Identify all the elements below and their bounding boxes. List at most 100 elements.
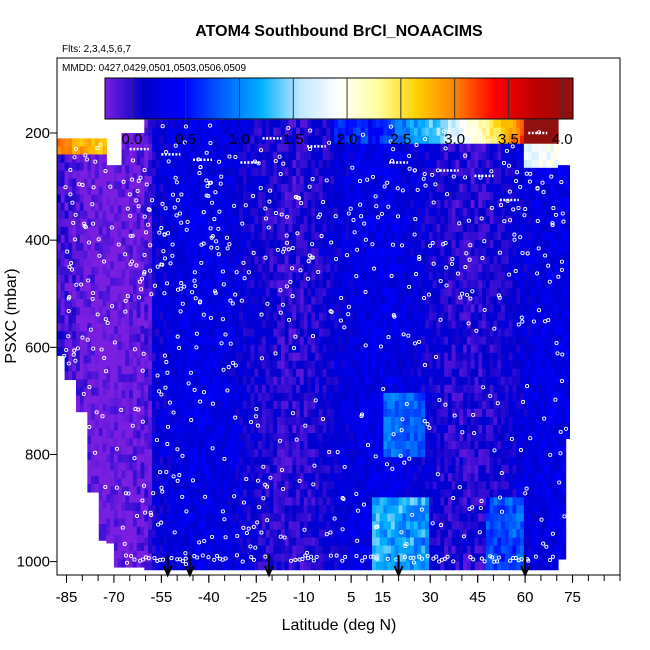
heatmap-cell	[360, 248, 366, 257]
heatmap-cell	[79, 283, 85, 292]
heatmap-cell	[372, 151, 377, 161]
heatmap-cell	[258, 328, 263, 338]
heatmap-cell	[189, 336, 195, 346]
heatmap-cell	[394, 143, 400, 153]
heatmap-cell	[326, 167, 331, 177]
heatmap-cell	[224, 457, 229, 466]
heatmap-cell	[231, 216, 236, 225]
heatmap-cell	[235, 119, 240, 129]
heatmap-cell	[261, 119, 267, 129]
heatmap-cell	[311, 537, 316, 547]
heatmap-cell	[148, 296, 153, 306]
heatmap-cell	[303, 191, 309, 201]
heatmap-cell	[398, 553, 403, 563]
heatmap-cell	[406, 167, 411, 177]
heatmap-cell	[87, 299, 92, 308]
heatmap-cell	[174, 183, 180, 193]
heatmap-cell	[155, 529, 161, 539]
heatmap-cell	[68, 154, 73, 164]
heatmap-cell	[140, 325, 145, 335]
heatmap-cell	[375, 224, 381, 233]
heatmap-cell	[75, 250, 81, 260]
heatmap-cell	[113, 197, 119, 206]
heatmap-cell	[280, 408, 286, 418]
heatmap-cell	[406, 473, 411, 482]
heatmap-cell	[315, 296, 320, 306]
heatmap-cell	[326, 320, 331, 330]
heatmap-cell	[311, 191, 316, 201]
heatmap-cell	[212, 529, 218, 539]
heatmap-cell	[83, 307, 88, 316]
heatmap-cell	[334, 521, 339, 531]
heatmap-cell	[113, 526, 119, 536]
heatmap-cell	[299, 127, 305, 137]
heatmap-cell	[277, 433, 282, 442]
heatmap-cell	[113, 406, 119, 415]
heatmap-cell	[75, 395, 81, 405]
heatmap-cell	[318, 328, 324, 338]
heatmap-cell	[151, 191, 157, 201]
heatmap-cell	[136, 285, 142, 295]
heatmap-cell	[318, 416, 324, 426]
heatmap-cell	[129, 526, 134, 536]
heatmap-cell	[288, 553, 293, 563]
heatmap-cell	[193, 457, 199, 466]
heatmap-cell	[391, 521, 396, 531]
heatmap-cell	[341, 135, 347, 145]
heatmap-cell	[265, 545, 271, 555]
heatmap-cell	[231, 159, 236, 169]
heatmap-cell	[239, 457, 244, 466]
heatmap-cell	[265, 135, 271, 145]
heatmap-cell	[144, 368, 149, 378]
heatmap-cell	[220, 481, 225, 490]
heatmap-cell	[170, 199, 176, 209]
heatmap-cell	[273, 424, 278, 434]
heatmap-cell	[186, 159, 191, 169]
heatmap-cell	[409, 465, 415, 474]
heatmap-cell	[144, 497, 149, 506]
heatmap-cell	[220, 529, 225, 539]
heatmap-cell	[413, 151, 419, 161]
heatmap-cell	[315, 441, 320, 450]
heatmap-cell	[284, 143, 290, 153]
heatmap-cell	[140, 438, 145, 448]
heatmap-cell	[337, 400, 343, 410]
heatmap-cell	[79, 250, 85, 260]
heatmap-cell	[409, 288, 415, 298]
heatmap-cell	[406, 240, 411, 249]
heatmap-cell	[269, 208, 274, 217]
heatmap-cell	[406, 360, 411, 370]
heatmap-cell	[155, 368, 161, 378]
heatmap-cell	[182, 433, 187, 442]
heatmap-cell	[121, 133, 126, 142]
heatmap-cell	[148, 272, 153, 281]
heatmap-cell	[110, 382, 115, 391]
heatmap-cell	[349, 376, 354, 386]
heatmap-cell	[398, 360, 403, 370]
heatmap-cell	[60, 234, 66, 244]
heatmap-cell	[326, 545, 331, 555]
heatmap-cell	[201, 216, 206, 225]
heatmap-cell	[174, 159, 180, 169]
heatmap-cell	[79, 323, 85, 332]
heatmap-cell	[224, 416, 229, 426]
heatmap-cell	[186, 368, 191, 378]
heatmap-cell	[383, 304, 388, 314]
heatmap-cell	[75, 154, 81, 164]
heatmap-cell	[227, 489, 233, 498]
heatmap-cell	[102, 435, 107, 445]
heatmap-cell	[159, 272, 164, 281]
heatmap-cell	[246, 368, 252, 378]
heatmap-cell	[227, 416, 233, 426]
heatmap-cell	[182, 240, 187, 249]
heatmap-cell	[212, 272, 218, 281]
heatmap-cell	[372, 505, 377, 514]
heatmap-cell	[239, 264, 244, 273]
heatmap-cell	[72, 371, 77, 381]
heatmap-cell	[121, 542, 126, 552]
heatmap-cell	[394, 264, 400, 273]
heatmap-cell	[140, 430, 145, 439]
heatmap-cell	[341, 497, 347, 506]
heatmap-cell	[125, 309, 130, 319]
heatmap-cell	[398, 449, 403, 458]
